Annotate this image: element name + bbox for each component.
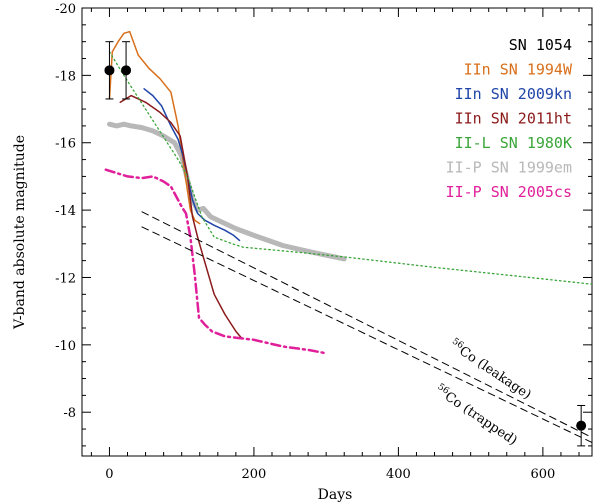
series-iin-sn-2009kn — [143, 88, 241, 242]
annotation-co-leakage: 56Co (leakage) — [447, 337, 534, 403]
series-layer — [104, 30, 592, 447]
ticks-layer: 0 200 400 600 -20 -18 -16 -14 -12 -10 -8 — [55, 2, 592, 482]
legend-entry-ii-p-sn-1999em: II-P SN 1999em — [446, 159, 572, 177]
y-tick-label: -18 — [55, 69, 76, 84]
x-axis-label: Days — [318, 487, 353, 503]
y-tick-label: -20 — [55, 2, 76, 17]
sn1054-point — [104, 41, 115, 100]
x-tick-label: 600 — [530, 467, 555, 482]
series-56co-leakage — [141, 211, 592, 438]
legend-entry-ii-p-sn-2005cs: II-P SN 2005cs — [446, 183, 572, 201]
annotation-co-trapped: 56Co (trapped) — [432, 382, 520, 449]
y-tick-label: -10 — [55, 339, 76, 354]
legend-entry-iin-sn-2009kn: IIn SN 2009kn — [455, 85, 572, 103]
x-tick-label: 400 — [386, 467, 411, 482]
sn1054-point — [576, 404, 587, 447]
legend-entry-iin-sn-1994w: IIn SN 1994W — [464, 61, 573, 79]
y-tick-label: -14 — [55, 204, 76, 219]
series-iin-sn-1994w — [108, 30, 201, 225]
series-ii-p-sn-1999em — [107, 121, 347, 262]
series-iin-sn-2011ht — [119, 94, 243, 339]
x-tick-label: 0 — [105, 467, 113, 482]
series-ii-l-sn-1980k — [108, 51, 592, 285]
legend-entry-ii-l-sn-1980k: II-L SN 1980K — [455, 134, 572, 152]
y-axis-label: V-band absolute magnitude — [12, 135, 28, 330]
sn1054-point — [121, 41, 132, 100]
y-tick-label: -12 — [55, 271, 76, 286]
legend-entry-sn-1054: SN 1054 — [509, 36, 572, 54]
y-tick-label: -8 — [63, 406, 76, 421]
annotations: 56Co (leakage)56Co (trapped) — [432, 337, 534, 449]
plot-frame — [81, 7, 593, 457]
legend-entry-iin-sn-2011ht: IIn SN 2011ht — [455, 110, 572, 128]
x-tick-label: 200 — [242, 467, 267, 482]
series-ii-p-sn-2005cs — [104, 168, 328, 355]
y-tick-label: -16 — [55, 137, 76, 152]
legend: SN 1054 IIn SN 1994W IIn SN 2009kn IIn SN 2… — [446, 36, 573, 201]
